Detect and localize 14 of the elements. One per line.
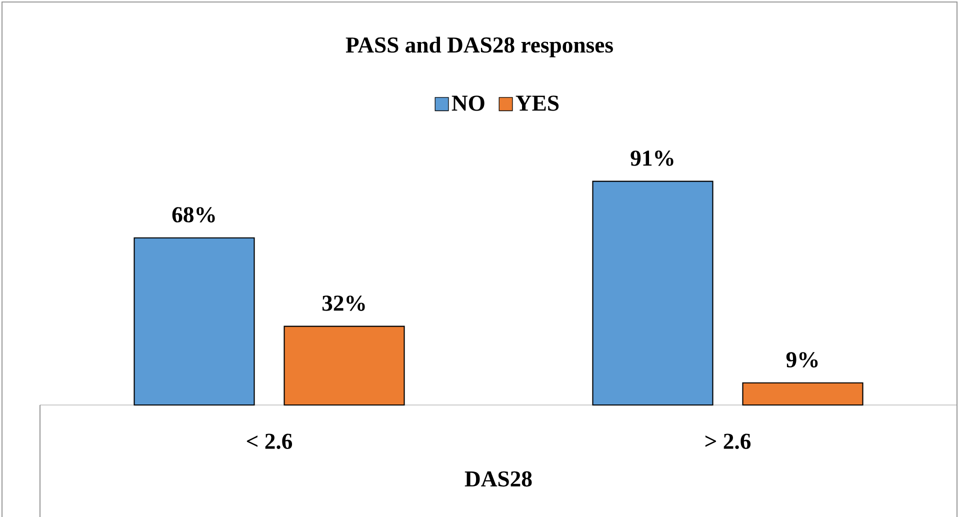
bar	[592, 180, 714, 406]
legend-label: NO	[452, 96, 484, 111]
x-tick-label: < 2.6	[246, 434, 292, 450]
data-label: 9%	[786, 352, 818, 368]
data-label: 68%	[172, 207, 215, 222]
data-label: 32%	[322, 296, 365, 311]
bar	[134, 237, 255, 406]
legend-label: YES	[516, 96, 559, 111]
chart-title: PASS and DAS28 responses	[346, 36, 613, 58]
data-label: 91%	[630, 150, 674, 166]
x-axis-title: DAS28	[464, 471, 532, 487]
bar	[284, 326, 405, 406]
x-tick-label: > 2.6	[705, 434, 751, 450]
bar	[742, 382, 864, 406]
